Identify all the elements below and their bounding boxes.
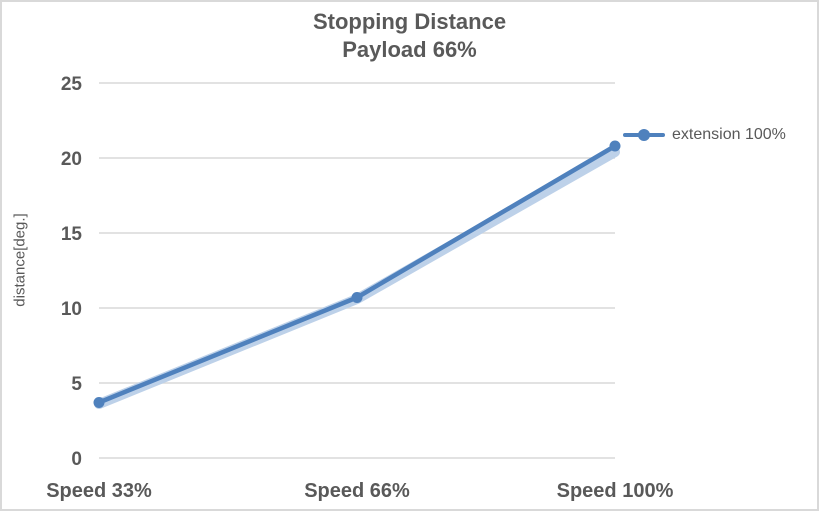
chart-title: Stopping Distance Payload 66% [2,8,817,64]
y-tick-label: 5 [71,374,82,395]
legend: extension 100% [623,126,786,144]
x-axis-category-labels: Speed 33% Speed 66% Speed 100% [46,480,673,502]
y-tick-label: 25 [61,74,83,95]
gridlines-layer [99,82,615,459]
x-category-label: Speed 100% [557,480,674,502]
x-category-label: Speed 33% [46,480,152,502]
data-point-marker [93,397,105,408]
x-category-label: Speed 66% [304,480,410,502]
y-tick-label: 10 [61,299,82,320]
y-tick-label: 20 [61,149,82,170]
legend-line-sample [623,129,665,141]
chart-title-line2: Payload 66% [342,37,477,62]
legend-label: extension 100% [672,126,786,143]
data-point-marker [609,140,621,152]
y-tick-label: 15 [61,224,83,245]
series-layer [93,140,621,409]
data-point-marker [351,292,363,303]
y-tick-label: 0 [71,449,82,470]
chart-title-line1: Stopping Distance [312,9,507,34]
legend-marker-dot-icon [638,129,650,141]
series-line [96,143,618,405]
y-axis-tick-labels: 0 5 10 15 20 25 [61,74,83,470]
